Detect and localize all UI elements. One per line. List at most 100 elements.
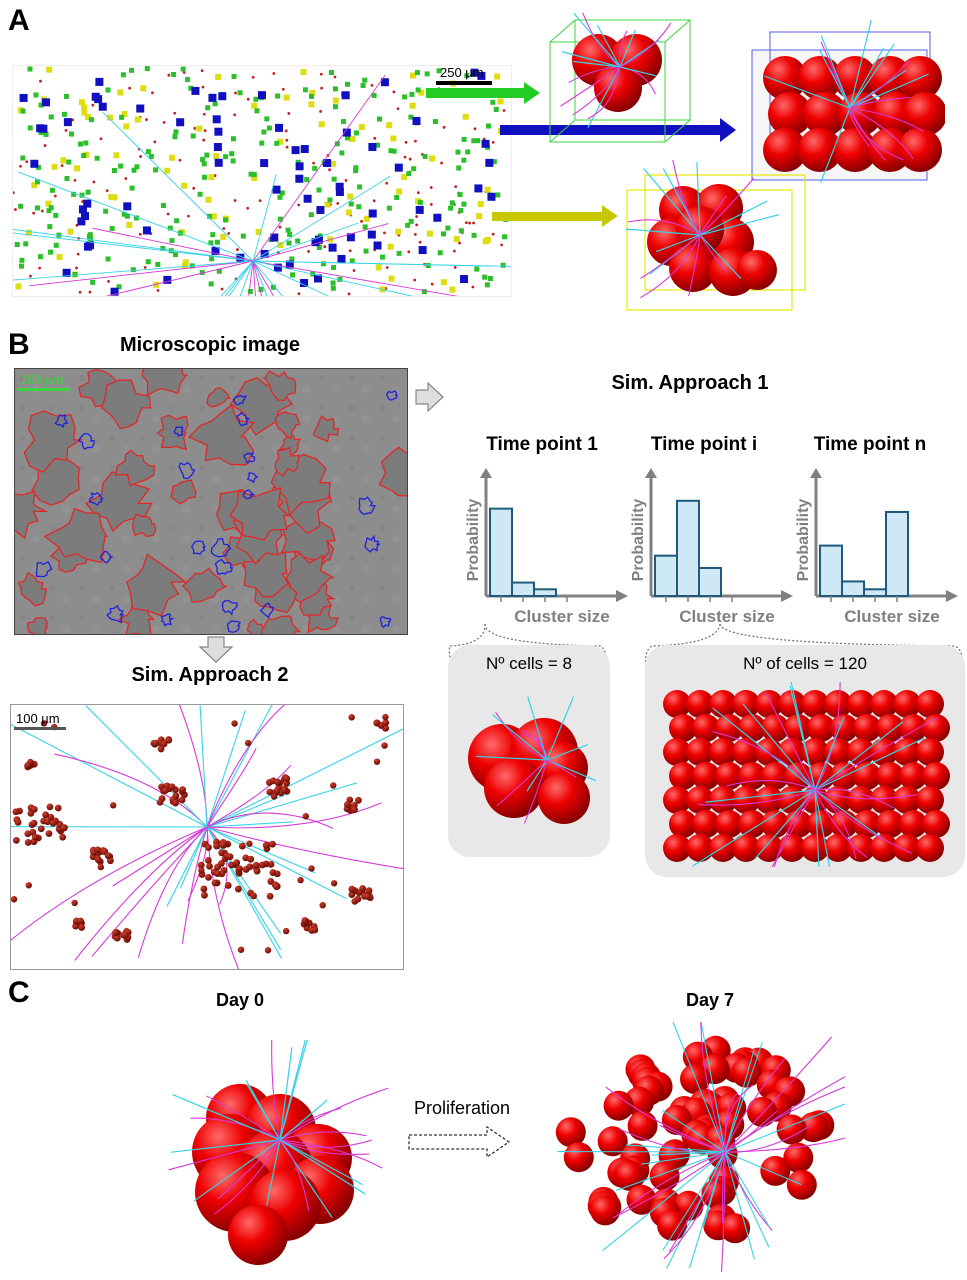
scatter-green-square: [78, 141, 84, 147]
sim-cell: [238, 842, 246, 850]
sim-cell: [201, 891, 208, 899]
scatter-fiber: [252, 175, 391, 262]
fiber-cyan: [849, 20, 872, 109]
scatter-green-square: [408, 218, 414, 224]
scatter-green-square: [20, 108, 26, 114]
scatter-dot: [200, 69, 204, 73]
fiber-cyan: [526, 759, 548, 792]
fiber-cyan: [672, 1022, 726, 1153]
sim-cell: [25, 882, 32, 889]
sim-cell: [49, 819, 57, 827]
histogram-bar: [654, 554, 678, 597]
scatter-green-square: [43, 131, 49, 137]
scatter-dot: [32, 211, 36, 215]
scatter-yellow-square: [181, 262, 188, 269]
scatter-dot: [348, 249, 352, 253]
sim-cell: [197, 861, 205, 869]
scatter-green-square: [461, 157, 467, 163]
histogram-bar: [533, 588, 557, 597]
scatter-green-square: [90, 279, 96, 285]
sphere: [778, 690, 806, 718]
scatter-green-square: [258, 286, 264, 292]
scatter-green-square: [210, 232, 216, 238]
scatter-yellow-square: [210, 213, 217, 220]
scatter-green-square: [188, 85, 194, 91]
scatter-blue-square: [459, 275, 468, 284]
scatter-green-square: [363, 248, 369, 254]
sphere: [732, 834, 760, 862]
sphere: [899, 810, 927, 838]
sim-cell: [231, 720, 238, 727]
fiber-magenta: [206, 812, 334, 829]
scatter-green-square: [458, 228, 464, 234]
sim-cell: [42, 811, 50, 819]
sphere: [755, 834, 783, 862]
scatter-dot: [320, 86, 324, 90]
scatter-fiber: [252, 260, 256, 296]
fiber-magenta: [206, 764, 292, 828]
scatter-yellow-square: [453, 235, 460, 242]
scatter-dot: [88, 290, 92, 294]
scatter-dot: [202, 112, 206, 116]
sim-cell: [94, 856, 102, 864]
histogram-1: Probability Cluster size: [465, 468, 628, 626]
sphere: [686, 786, 714, 814]
scatter-dot: [233, 199, 237, 202]
sphere: [555, 1117, 586, 1148]
scatter-green-square: [377, 116, 383, 122]
scatter-green-square: [33, 92, 39, 98]
histogram-2-title: Time point i: [650, 434, 758, 455]
scatter-dot: [233, 113, 237, 117]
scatter-dot: [38, 266, 41, 270]
sphere: [603, 1090, 634, 1121]
scatter-dot: [76, 252, 80, 256]
fiber-magenta: [814, 789, 912, 854]
fiber-cyan: [692, 789, 816, 867]
scatter-green-square: [417, 199, 423, 205]
sim-cell: [211, 879, 219, 887]
scatter-dot: [40, 209, 44, 213]
scatter-green-square: [200, 156, 206, 162]
fiber-magenta: [582, 12, 621, 68]
sphere: [563, 1142, 594, 1173]
scatter-green-square: [490, 99, 496, 105]
fiber-cyan: [166, 826, 208, 907]
fiber-cyan: [546, 759, 597, 782]
scatter-yellow-square: [309, 89, 316, 96]
cell-outline: [260, 615, 302, 634]
fiber-magenta: [279, 1139, 383, 1169]
sim-cell: [168, 783, 176, 791]
scatter-green-square: [316, 244, 322, 250]
large-cluster-spheres: [663, 682, 950, 867]
sim-cell: [308, 865, 315, 872]
x-axis-arrowhead: [946, 590, 958, 602]
sphere: [922, 714, 950, 742]
sphere: [870, 834, 898, 862]
scatter-blue-square: [270, 233, 279, 242]
scatter-green-square: [66, 159, 72, 165]
scatter-fiber: [239, 260, 254, 296]
scatter-fiber: [252, 260, 262, 296]
scatter-dot: [14, 208, 17, 211]
scatter-green-square: [375, 142, 381, 148]
fiber-cyan: [572, 60, 621, 68]
scatter-dot: [429, 202, 433, 206]
cell-outline: [78, 432, 95, 450]
scatter-green-square: [422, 153, 428, 159]
sphere: [686, 690, 714, 718]
scatter-green-square: [264, 116, 270, 122]
scatter-green-square: [482, 274, 488, 280]
histogram-3: Probability Cluster size: [795, 468, 958, 626]
scatter-blue-square: [487, 192, 496, 201]
scatter-green-square: [49, 187, 55, 193]
scatter-yellow-square: [390, 135, 397, 142]
fiber-magenta: [206, 826, 240, 969]
fiber-magenta: [181, 826, 208, 944]
scatter-dot: [352, 269, 356, 272]
sphere: [738, 810, 766, 838]
scatter-dot: [25, 160, 29, 164]
scatter-yellow-square: [409, 72, 416, 79]
sim-cell: [32, 833, 39, 841]
scatter-yellow-square: [81, 104, 88, 111]
sim-cell: [24, 839, 32, 846]
